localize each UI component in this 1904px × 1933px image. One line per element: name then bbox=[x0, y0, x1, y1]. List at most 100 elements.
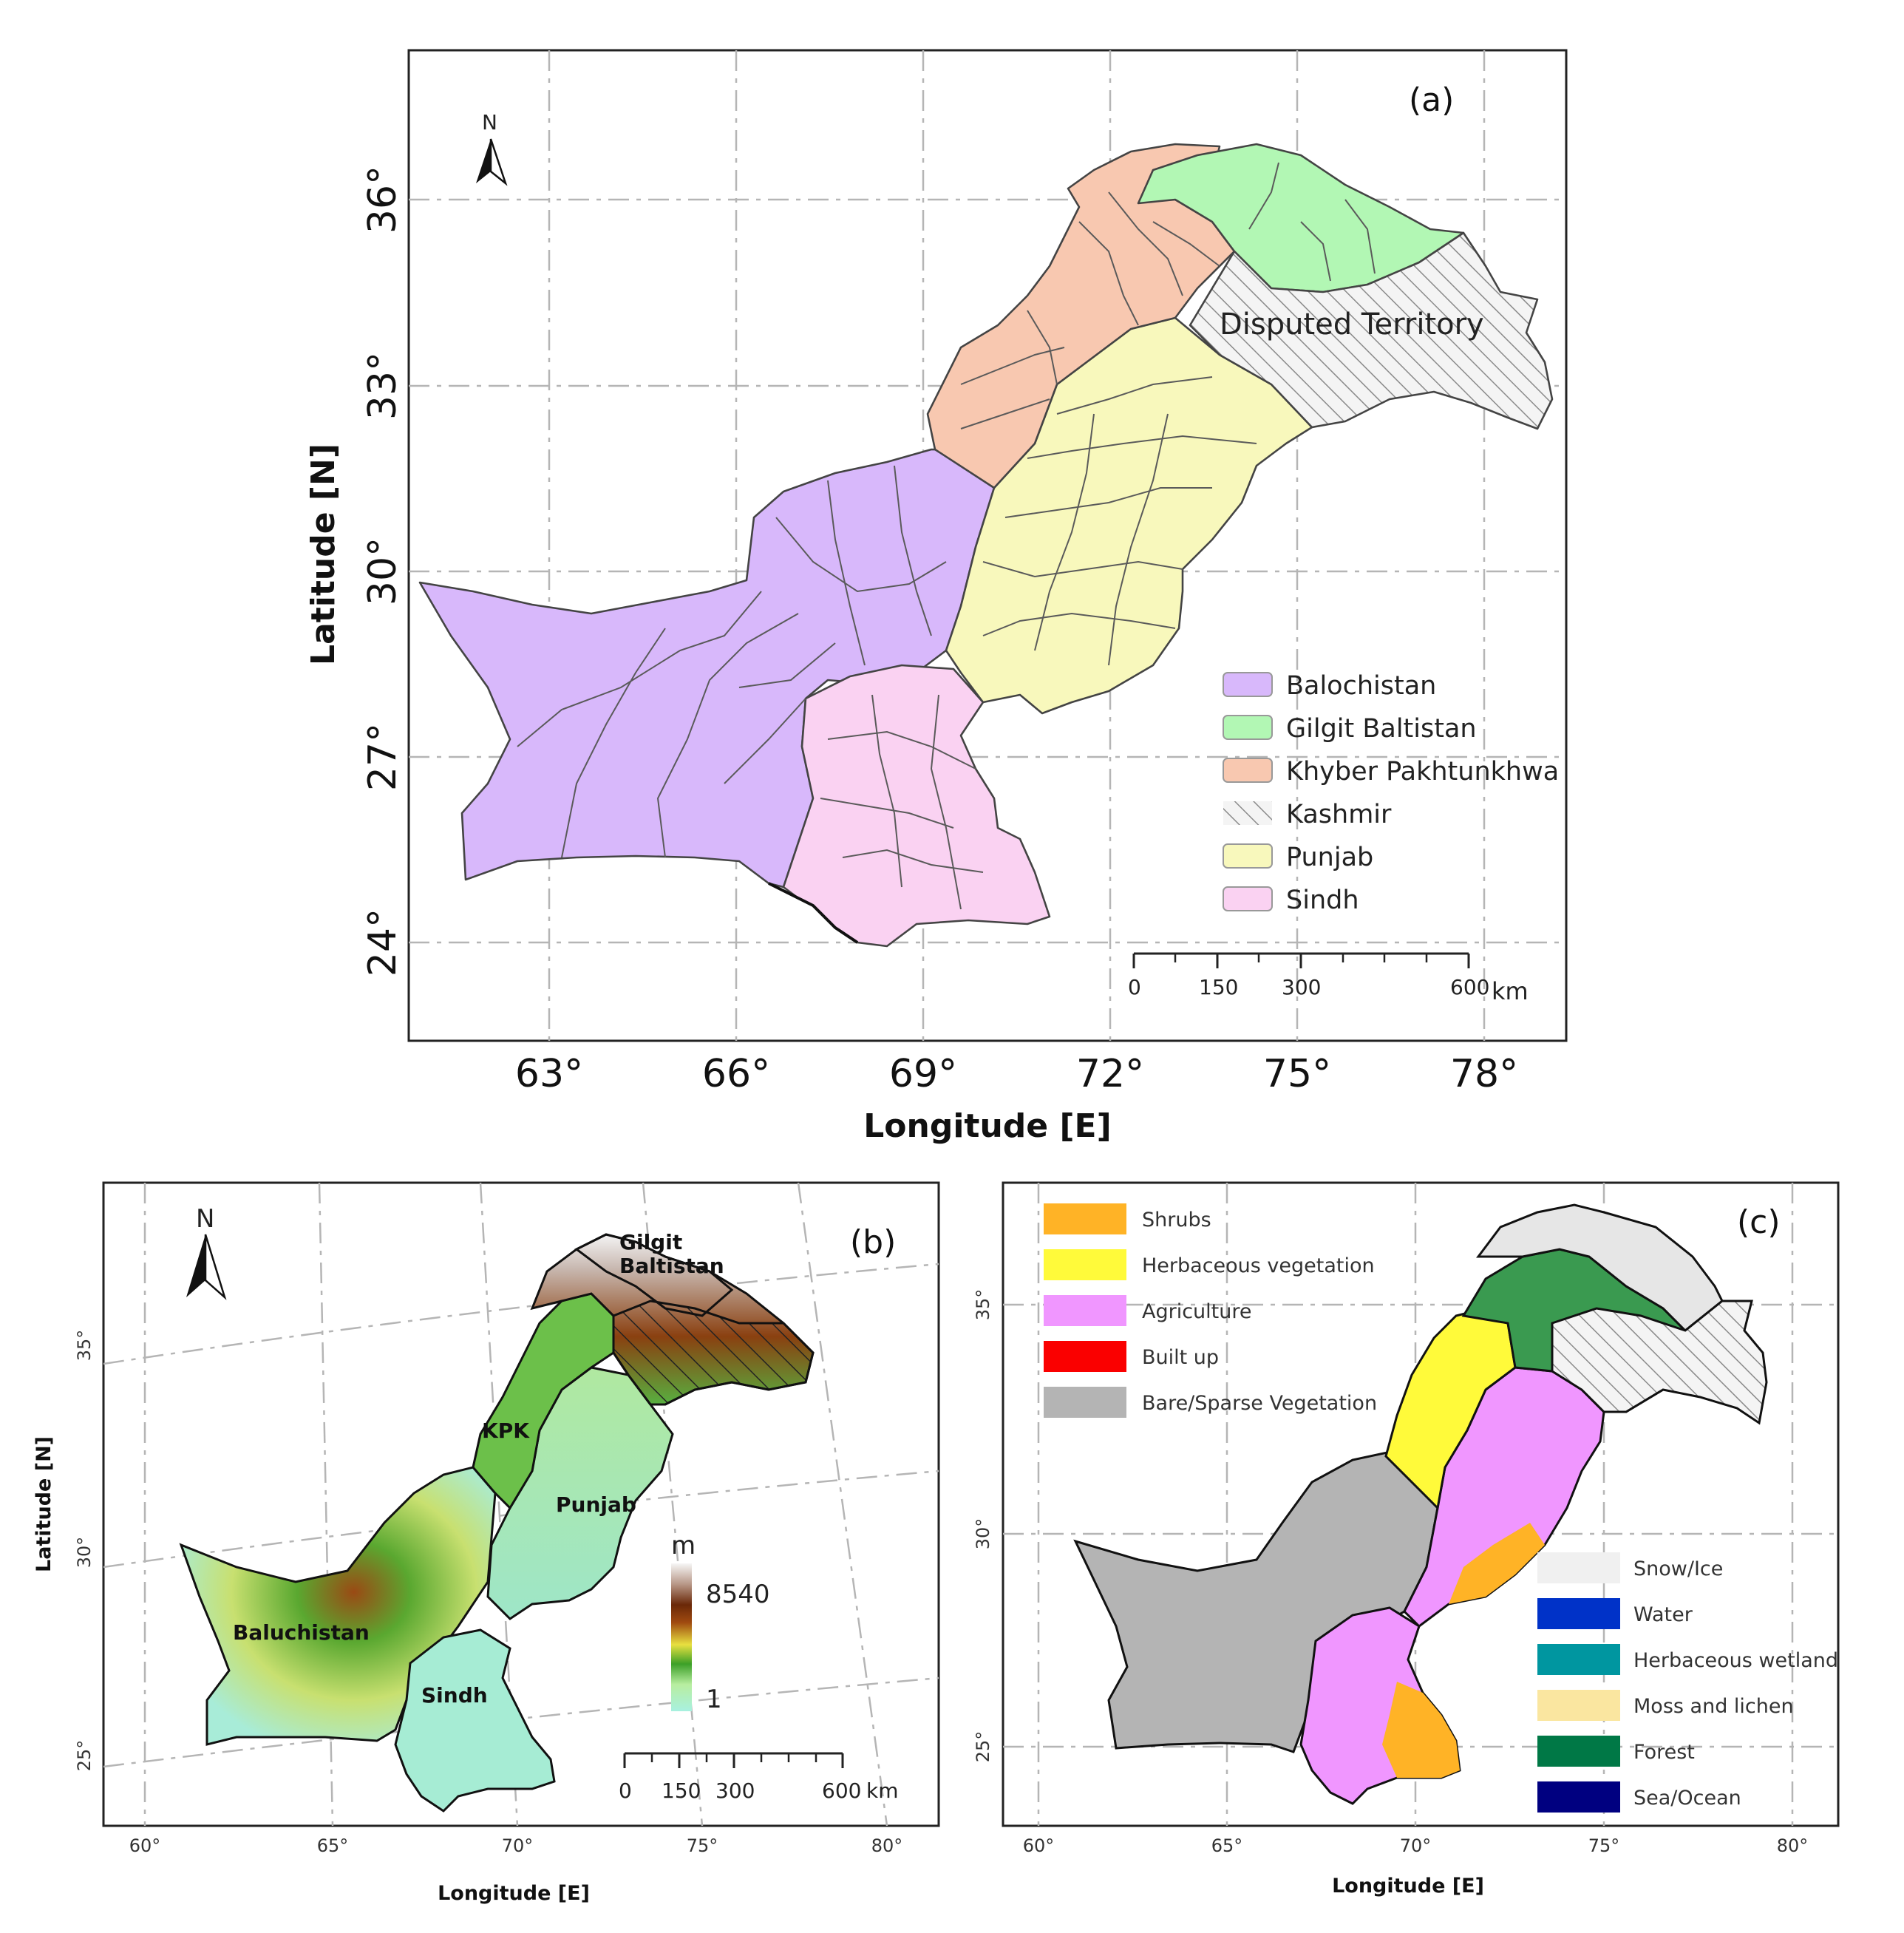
khyber-pakhtunkhwa-region bbox=[926, 143, 1236, 489]
legend-swatch-water bbox=[1537, 1598, 1620, 1629]
legend-label-forest: Forest bbox=[1633, 1741, 1695, 1764]
panel-b-yticks: 35° 30° 25° bbox=[74, 1330, 95, 1772]
legend-label-shrubs: Shrubs bbox=[1142, 1209, 1211, 1232]
panel-c-legend-top: Shrubs Herbaceous vegetation Agriculture… bbox=[1044, 1203, 1377, 1418]
colorbar-ramp bbox=[671, 1563, 692, 1711]
panel-b: Gilgit Baltistan KPK Punjab Baluchistan … bbox=[33, 1181, 940, 1905]
panel-a-frame bbox=[407, 49, 1568, 1042]
sindh-region bbox=[782, 664, 1051, 948]
legend-swatch-agriculture bbox=[1044, 1295, 1126, 1326]
panel-a-ylabel: Latitude [N] bbox=[305, 444, 342, 665]
legend-swatch-built-up bbox=[1044, 1341, 1126, 1372]
legend-label-agriculture: Agriculture bbox=[1142, 1300, 1252, 1323]
disputed-territory-label: Disputed Territory bbox=[1220, 308, 1484, 342]
xtick-b-60: 60° bbox=[129, 1835, 161, 1856]
panel-b-letter: (b) bbox=[850, 1223, 896, 1261]
scale-b-tick-600: 600 bbox=[822, 1779, 861, 1803]
legend-label-kashmir: Kashmir bbox=[1286, 800, 1392, 829]
ytick-a-27: 27° bbox=[361, 723, 405, 791]
scale-a-unit: km bbox=[1492, 977, 1529, 1005]
legend-label-gilgit-baltistan: Gilgit Baltistan bbox=[1286, 714, 1477, 744]
legend-swatch-bare-sparse bbox=[1044, 1387, 1126, 1418]
scale-bar-a: 0 150 300 600 km bbox=[1128, 952, 1529, 1005]
legend-swatch-forest bbox=[1537, 1736, 1620, 1767]
xtick-c-70: 70° bbox=[1400, 1835, 1432, 1856]
legend-swatch-herbaceous-vegetation bbox=[1044, 1249, 1126, 1280]
panel-a-xlabel: Longitude [E] bbox=[863, 1107, 1111, 1145]
legend-swatch-khyber-pakhtunkhwa bbox=[1223, 758, 1273, 783]
ytick-a-24: 24° bbox=[361, 908, 405, 976]
panel-b-xticks: 60° 65° 70° 75° 80° bbox=[129, 1835, 903, 1856]
legend-label-punjab: Punjab bbox=[1286, 843, 1373, 872]
xtick-b-75: 75° bbox=[687, 1835, 718, 1856]
coastline-a bbox=[768, 882, 859, 944]
legend-swatch-sea-ocean bbox=[1537, 1781, 1620, 1813]
xtick-c-75: 75° bbox=[1588, 1835, 1620, 1856]
label-punjab: Punjab bbox=[556, 1492, 636, 1517]
panel-c-frame bbox=[1002, 1181, 1840, 1827]
scale-a-tick-600: 600 bbox=[1450, 975, 1489, 999]
panel-b-ylabel: Latitude [N] bbox=[33, 1436, 55, 1572]
legend-label-sea-ocean: Sea/Ocean bbox=[1633, 1787, 1741, 1810]
panel-a-legend: Balochistan Gilgit Baltistan Khyber Pakh… bbox=[1223, 671, 1559, 915]
legend-label-water: Water bbox=[1633, 1603, 1693, 1626]
legend-swatch-sindh bbox=[1223, 886, 1273, 911]
dem-sindh bbox=[394, 1628, 556, 1813]
scale-b-tick-300: 300 bbox=[715, 1779, 755, 1803]
legend-label-herbaceous-wetland: Herbaceous wetland bbox=[1633, 1649, 1838, 1672]
xtick-a-63: 63° bbox=[515, 1052, 583, 1096]
scale-b-unit: km bbox=[866, 1779, 899, 1803]
scale-b-tick-150: 150 bbox=[662, 1779, 701, 1803]
legend-swatch-gilgit-baltistan bbox=[1223, 715, 1273, 740]
lc-shrubs-punjab bbox=[1449, 1523, 1545, 1604]
xtick-a-78: 78° bbox=[1450, 1052, 1518, 1096]
panel-c: (c) Shrubs Herbaceous vegetation Agricul… bbox=[973, 1181, 1840, 1898]
ytick-b-25: 25° bbox=[74, 1740, 95, 1772]
xtick-a-72: 72° bbox=[1076, 1052, 1144, 1096]
xtick-b-80: 80° bbox=[871, 1835, 903, 1856]
colorbar-max: 8540 bbox=[706, 1580, 770, 1609]
panel-c-yticks: 35° 30° 25° bbox=[973, 1289, 993, 1763]
legend-swatch-kashmir bbox=[1223, 801, 1272, 825]
legend-swatch-punjab bbox=[1223, 843, 1273, 869]
ytick-b-30: 30° bbox=[74, 1537, 95, 1569]
legend-label-bare-sparse: Bare/Sparse Vegetation bbox=[1142, 1392, 1377, 1415]
scale-b-tick-0: 0 bbox=[619, 1779, 632, 1803]
ytick-a-36: 36° bbox=[361, 166, 405, 234]
ytick-a-30: 30° bbox=[361, 537, 405, 605]
ytick-c-30: 30° bbox=[973, 1518, 993, 1550]
north-arrow-b-label: N bbox=[196, 1204, 214, 1234]
colorbar-unit: m bbox=[671, 1531, 696, 1560]
xtick-a-69: 69° bbox=[889, 1052, 957, 1096]
dem-kashmir-hatch bbox=[612, 1300, 815, 1406]
north-arrow-b: N bbox=[186, 1204, 227, 1300]
legend-label-built-up: Built up bbox=[1142, 1346, 1219, 1369]
scale-a-tick-300: 300 bbox=[1282, 975, 1321, 999]
north-arrow-a-label: N bbox=[482, 110, 497, 135]
dem-colorbar: m 8540 1 bbox=[671, 1531, 770, 1714]
ytick-a-33: 33° bbox=[361, 352, 405, 420]
xtick-b-70: 70° bbox=[502, 1835, 534, 1856]
legend-label-moss-lichen: Moss and lichen bbox=[1633, 1695, 1794, 1718]
legend-label-khyber-pakhtunkhwa: Khyber Pakhtunkhwa bbox=[1286, 757, 1559, 787]
legend-label-snow-ice: Snow/Ice bbox=[1633, 1557, 1723, 1580]
label-sindh: Sindh bbox=[421, 1683, 488, 1708]
lc-snow-gilgit bbox=[1476, 1203, 1724, 1333]
legend-swatch-shrubs bbox=[1044, 1203, 1126, 1234]
dem-gilgit-hatch bbox=[574, 1233, 734, 1317]
panel-b-xlabel: Longitude [E] bbox=[438, 1882, 590, 1905]
lc-kashmir-hatch bbox=[1551, 1300, 1768, 1425]
xtick-b-65: 65° bbox=[317, 1835, 349, 1856]
xtick-c-65: 65° bbox=[1211, 1835, 1243, 1856]
legend-swatch-moss-lichen bbox=[1537, 1690, 1620, 1721]
xtick-c-80: 80° bbox=[1777, 1835, 1809, 1856]
panel-c-letter: (c) bbox=[1737, 1203, 1781, 1241]
label-baluchistan: Baluchistan bbox=[233, 1620, 370, 1645]
colorbar-min: 1 bbox=[706, 1685, 722, 1714]
xtick-a-75: 75° bbox=[1263, 1052, 1331, 1096]
legend-label-sindh: Sindh bbox=[1286, 886, 1359, 915]
district-boundaries-a bbox=[517, 162, 1376, 910]
panel-a-yticks: 36° 33° 30° 27° 24° bbox=[361, 166, 405, 976]
lc-shrubs-sindh bbox=[1382, 1682, 1460, 1778]
